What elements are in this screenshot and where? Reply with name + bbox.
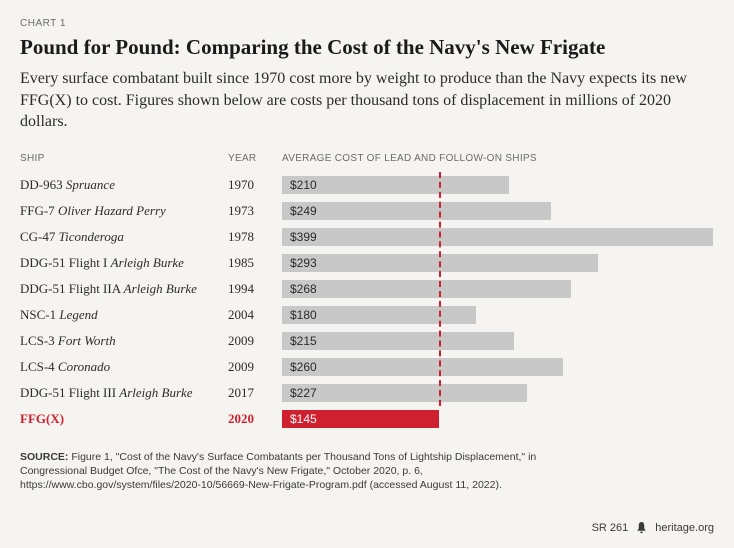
reference-line: [439, 172, 441, 406]
cost-value: $145: [282, 412, 317, 426]
header-ship: SHIP: [20, 153, 228, 164]
table-row: NSC-1 Legend2004$180: [20, 302, 714, 328]
ship-year: 1985: [228, 255, 282, 271]
bar-cell: $268: [282, 280, 714, 298]
bar-chart: DD-963 Spruance1970$210FFG-7 Oliver Haza…: [20, 172, 714, 432]
ship-year: 2020: [228, 411, 282, 427]
cost-bar: $180: [282, 306, 476, 324]
chart-label: CHART 1: [20, 18, 714, 29]
footer-site: heritage.org: [655, 522, 714, 534]
cost-value: $215: [282, 334, 317, 348]
header-year: YEAR: [228, 153, 282, 164]
bar-cell: $249: [282, 202, 714, 220]
table-row: DDG-51 Flight I Arleigh Burke1985$293: [20, 250, 714, 276]
ship-year: 2009: [228, 333, 282, 349]
cost-value: $227: [282, 386, 317, 400]
ship-name: FFG-7 Oliver Hazard Perry: [20, 203, 228, 219]
footer-sr: SR 261: [592, 522, 629, 534]
ship-name: DDG-51 Flight IIA Arleigh Burke: [20, 281, 228, 297]
cost-bar: $210: [282, 176, 509, 194]
cost-bar: $260: [282, 358, 563, 376]
table-row: FFG-7 Oliver Hazard Perry1973$249: [20, 198, 714, 224]
cost-value: $249: [282, 204, 317, 218]
ship-name: CG-47 Ticonderoga: [20, 229, 228, 245]
ship-name: LCS-4 Coronado: [20, 359, 228, 375]
ship-name: DD-963 Spruance: [20, 177, 228, 193]
ship-year: 1973: [228, 203, 282, 219]
ship-year: 1978: [228, 229, 282, 245]
table-row: DDG-51 Flight III Arleigh Burke2017$227: [20, 380, 714, 406]
ship-year: 2017: [228, 385, 282, 401]
cost-bar: $227: [282, 384, 527, 402]
table-row: LCS-4 Coronado2009$260: [20, 354, 714, 380]
table-row: LCS-3 Fort Worth2009$215: [20, 328, 714, 354]
footer: SR 261 heritage.org: [592, 521, 714, 534]
cost-bar: $399: [282, 228, 713, 246]
cost-value: $293: [282, 256, 317, 270]
bell-icon: [636, 521, 647, 534]
cost-value: $180: [282, 308, 317, 322]
bar-cell: $210: [282, 176, 714, 194]
ship-name: DDG-51 Flight I Arleigh Burke: [20, 255, 228, 271]
ship-year: 2009: [228, 359, 282, 375]
cost-bar: $215: [282, 332, 514, 350]
table-row: DDG-51 Flight IIA Arleigh Burke1994$268: [20, 276, 714, 302]
ship-name: DDG-51 Flight III Arleigh Burke: [20, 385, 228, 401]
ship-year: 1994: [228, 281, 282, 297]
cost-value: $260: [282, 360, 317, 374]
ship-name: LCS-3 Fort Worth: [20, 333, 228, 349]
column-headers: SHIP YEAR AVERAGE COST OF LEAD AND FOLLO…: [20, 153, 714, 164]
bar-cell: $145: [282, 410, 714, 428]
cost-bar: $145: [282, 410, 439, 428]
ship-name: FFG(X): [20, 411, 228, 427]
ship-year: 1970: [228, 177, 282, 193]
bar-cell: $215: [282, 332, 714, 350]
bar-cell: $180: [282, 306, 714, 324]
cost-bar: $268: [282, 280, 571, 298]
cost-value: $399: [282, 230, 317, 244]
ship-name: NSC-1 Legend: [20, 307, 228, 323]
bar-cell: $260: [282, 358, 714, 376]
bar-cell: $399: [282, 228, 714, 246]
bar-cell: $293: [282, 254, 714, 272]
table-row: FFG(X)2020$145: [20, 406, 714, 432]
chart-subtitle: Every surface combatant built since 1970…: [20, 68, 714, 133]
source-lead: SOURCE:: [20, 451, 68, 463]
chart-title: Pound for Pound: Comparing the Cost of t…: [20, 35, 714, 60]
source-note: SOURCE: Figure 1, "Cost of the Navy's Su…: [20, 450, 580, 493]
source-text: Figure 1, "Cost of the Navy's Surface Co…: [20, 451, 536, 491]
cost-value: $210: [282, 178, 317, 192]
table-row: CG-47 Ticonderoga1978$399: [20, 224, 714, 250]
table-row: DD-963 Spruance1970$210: [20, 172, 714, 198]
bar-cell: $227: [282, 384, 714, 402]
cost-bar: $249: [282, 202, 551, 220]
ship-year: 2004: [228, 307, 282, 323]
cost-value: $268: [282, 282, 317, 296]
header-cost: AVERAGE COST OF LEAD AND FOLLOW-ON SHIPS: [282, 153, 714, 164]
